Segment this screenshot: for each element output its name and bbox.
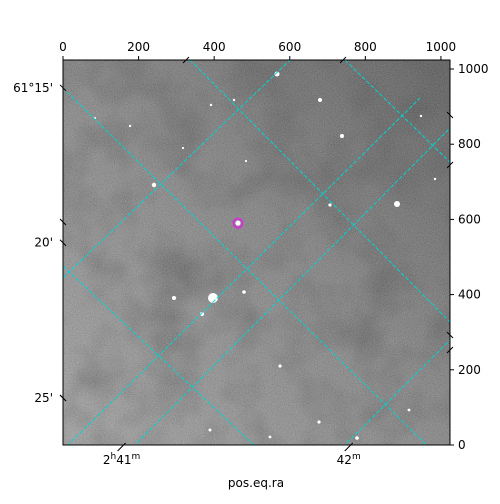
ra-tick-label: 42m [337, 452, 361, 467]
y-tick-label: 400 [458, 288, 481, 302]
edge-tick-mark [446, 331, 454, 339]
star [209, 103, 213, 107]
ra-tick-mark [344, 442, 354, 452]
grid-line [67, 97, 421, 445]
star [318, 98, 322, 102]
star [433, 177, 437, 181]
star [407, 408, 411, 412]
star [242, 290, 246, 294]
x-tick-label: 200 [127, 40, 150, 54]
star [278, 364, 282, 368]
y-tick-label: 800 [458, 137, 481, 151]
x-tick-label: 0 [59, 40, 67, 54]
top-pixel-axis: 0 200 400 600 800 1000 [59, 40, 456, 60]
edge-tick-mark [339, 56, 347, 64]
edge-tick-mark [446, 161, 454, 169]
dec-tick-label: 25' [34, 391, 53, 405]
star [172, 296, 176, 300]
star [208, 428, 212, 432]
grid-line [344, 60, 450, 163]
edge-tick-mark [446, 111, 454, 119]
dec-tick-label: 20' [34, 236, 53, 250]
x-tick-label: 1000 [426, 40, 457, 54]
star [340, 134, 344, 138]
dec-tick-label: 61°15' [13, 81, 53, 95]
y-tick-label: 1000 [458, 62, 489, 76]
grid-line [63, 265, 255, 445]
ra-tick-label: 2h41m [103, 452, 140, 467]
edge-tick-mark [182, 56, 190, 64]
star [208, 293, 218, 303]
x-axis-label: pos.eq.ra [228, 476, 284, 490]
edge-tick-mark [59, 394, 67, 402]
x-tick-label: 800 [354, 40, 377, 54]
target-marker [232, 217, 244, 229]
star [244, 159, 248, 163]
star [419, 114, 423, 118]
star [128, 124, 132, 128]
star [394, 201, 400, 207]
star-field [94, 71, 437, 440]
x-tick-label: 600 [278, 40, 301, 54]
star [181, 146, 185, 150]
y-tick-label: 0 [458, 438, 466, 452]
star [268, 435, 272, 439]
sky-image [63, 60, 450, 445]
star [200, 312, 204, 316]
star [274, 71, 280, 77]
y-tick-label: 200 [458, 363, 481, 377]
target-circle [232, 217, 244, 229]
plot-frame [62, 59, 451, 446]
coordinate-grid [63, 60, 450, 445]
grid-line [189, 60, 450, 323]
ra-tick-mark [117, 442, 126, 452]
grid-line [63, 60, 291, 279]
right-pixel-axis: 0 200 400 600 800 1000 [450, 62, 489, 452]
dec-tick-mark [59, 239, 67, 247]
target-star [235, 220, 241, 226]
star [328, 203, 332, 207]
star [355, 436, 359, 440]
edge-tick-mark [446, 346, 454, 354]
grid-line [344, 339, 450, 445]
star [232, 98, 236, 102]
grid-line [134, 127, 450, 445]
edge-tick-mark [59, 218, 67, 226]
star [317, 420, 321, 424]
dec-tick-mark [59, 84, 67, 92]
x-tick-label: 400 [203, 40, 226, 54]
y-tick-label: 600 [458, 212, 481, 226]
dec-axis: 61°15' 20' 25' [13, 56, 454, 405]
ra-axis: 2h41m 42m [103, 442, 361, 467]
star [151, 182, 157, 188]
